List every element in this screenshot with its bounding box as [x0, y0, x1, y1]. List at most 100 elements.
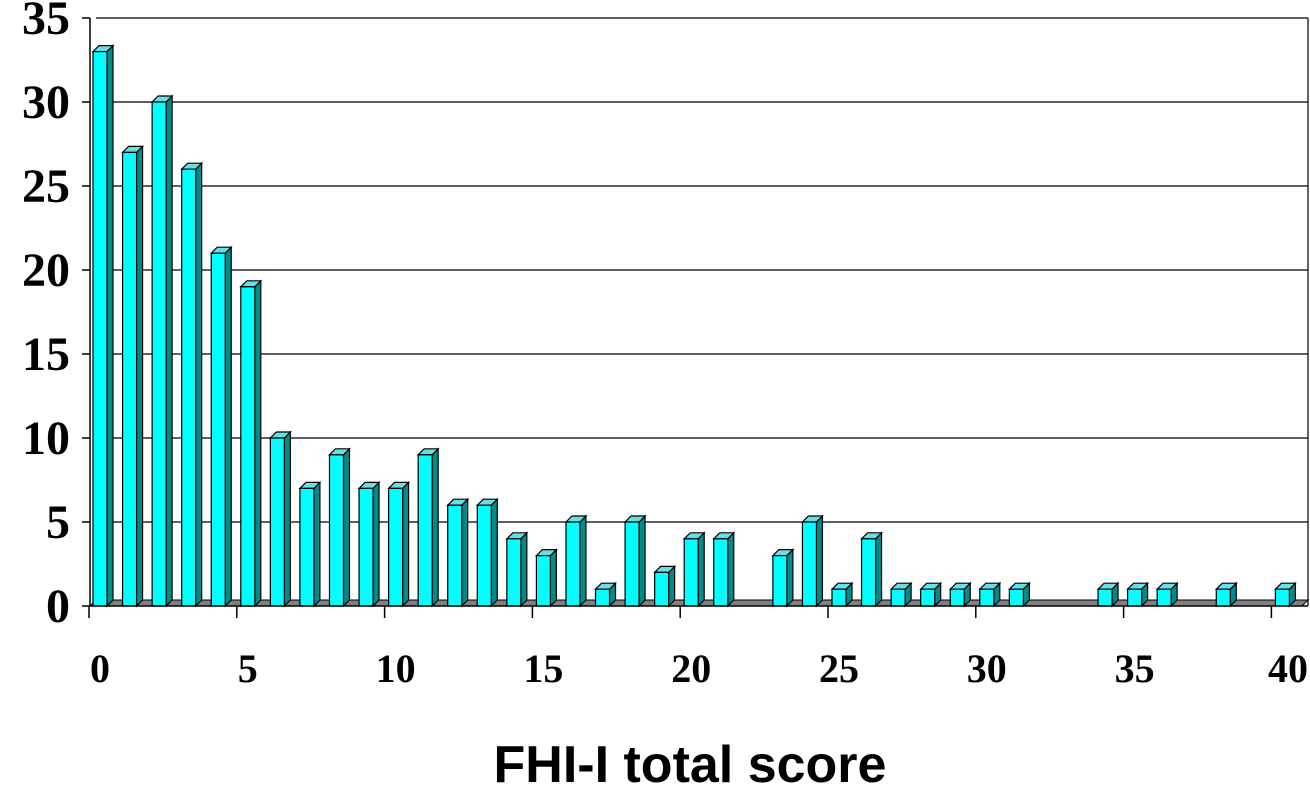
bar [91, 44, 115, 608]
bar [564, 514, 588, 608]
bar-side [283, 430, 291, 608]
bar [1096, 581, 1120, 608]
bar [623, 514, 647, 608]
bar-side [549, 548, 558, 608]
bar [860, 531, 884, 608]
bar-front [506, 538, 522, 607]
bar-front [713, 538, 729, 607]
bar [239, 279, 263, 608]
bar-side [786, 548, 794, 608]
bar-side [579, 514, 587, 608]
bar [919, 581, 943, 608]
bar [1126, 581, 1150, 608]
bar [594, 581, 617, 608]
x-tick-label: 0 [90, 646, 110, 691]
bar [1273, 581, 1297, 608]
bar-front [535, 554, 552, 607]
bar-front [240, 286, 256, 607]
bar [209, 245, 233, 608]
y-tick-label: 30 [22, 76, 70, 129]
y-tick-label: 5 [46, 496, 70, 549]
bar-front [979, 588, 995, 607]
bar-front [447, 504, 463, 607]
bar [830, 581, 854, 608]
x-tick-label: 40 [1268, 646, 1308, 691]
bar-front [181, 168, 197, 607]
bar [505, 531, 529, 608]
bar-side [254, 279, 262, 608]
bar-front [890, 588, 906, 607]
bar-front [860, 538, 877, 607]
bar-side [520, 531, 528, 608]
x-axis-label: FHI-I total score [494, 736, 887, 788]
bar [534, 548, 558, 608]
x-tick-label: 15 [523, 646, 563, 691]
bar [387, 480, 411, 608]
bar [800, 514, 824, 608]
bar [712, 531, 736, 608]
bar-front [624, 521, 640, 607]
bar-side [727, 531, 735, 608]
bar-front [831, 588, 847, 607]
bar-front [594, 588, 611, 607]
bar-side [224, 245, 232, 608]
bars [91, 44, 1297, 608]
bar-front [1274, 588, 1291, 607]
axes [82, 17, 1308, 618]
bar-side [874, 531, 883, 608]
y-tick-labels: 0 5 10 15 20 25 30 35 [22, 0, 70, 633]
gridlines [96, 17, 1309, 606]
bar-side [815, 514, 824, 608]
bar [121, 144, 145, 608]
bar-front [358, 487, 374, 607]
bar-side [461, 497, 469, 608]
bar [948, 581, 972, 608]
bar [771, 548, 795, 608]
bar-front [1215, 588, 1231, 607]
bar-side [490, 497, 498, 608]
bar-front [949, 588, 965, 607]
bar-front [1097, 588, 1113, 607]
bar [475, 497, 499, 608]
x-tick-label: 20 [671, 646, 711, 691]
y-tick-label: 35 [22, 0, 70, 45]
bar [150, 94, 174, 608]
bar-front [328, 454, 345, 607]
bar-side [165, 94, 173, 608]
bar-front [151, 101, 167, 607]
bar [446, 497, 470, 608]
bar [268, 430, 292, 608]
bar-side [372, 480, 380, 608]
bar [1155, 581, 1179, 608]
x-tick-labels: 0 5 10 15 20 25 30 35 40 [90, 646, 1308, 691]
bar-side [342, 447, 351, 608]
bar [889, 581, 913, 608]
y-tick-label: 10 [22, 412, 70, 465]
bar-front [299, 487, 315, 607]
bar [978, 581, 1002, 608]
x-tick-label: 30 [967, 646, 1007, 691]
bar-front [269, 437, 285, 607]
y-tick-label: 15 [22, 328, 70, 381]
bar [328, 447, 351, 608]
x-tick-label: 10 [376, 646, 416, 691]
bar-side [638, 514, 646, 608]
bar [180, 161, 204, 608]
bar-front [1008, 588, 1024, 607]
bar-side [106, 44, 114, 608]
bar [416, 447, 440, 608]
bar-front [654, 571, 670, 607]
bar-side [313, 480, 321, 608]
bar [1214, 581, 1238, 608]
bar-side [195, 161, 203, 608]
x-tick-label: 25 [819, 646, 859, 691]
bar [357, 480, 381, 608]
bar [682, 531, 706, 608]
bar-front [210, 252, 226, 607]
bar-front [388, 487, 404, 607]
x-tick-label: 5 [238, 646, 258, 691]
bar-front [683, 538, 699, 607]
bar-front [476, 504, 492, 607]
bar-front [801, 521, 818, 607]
